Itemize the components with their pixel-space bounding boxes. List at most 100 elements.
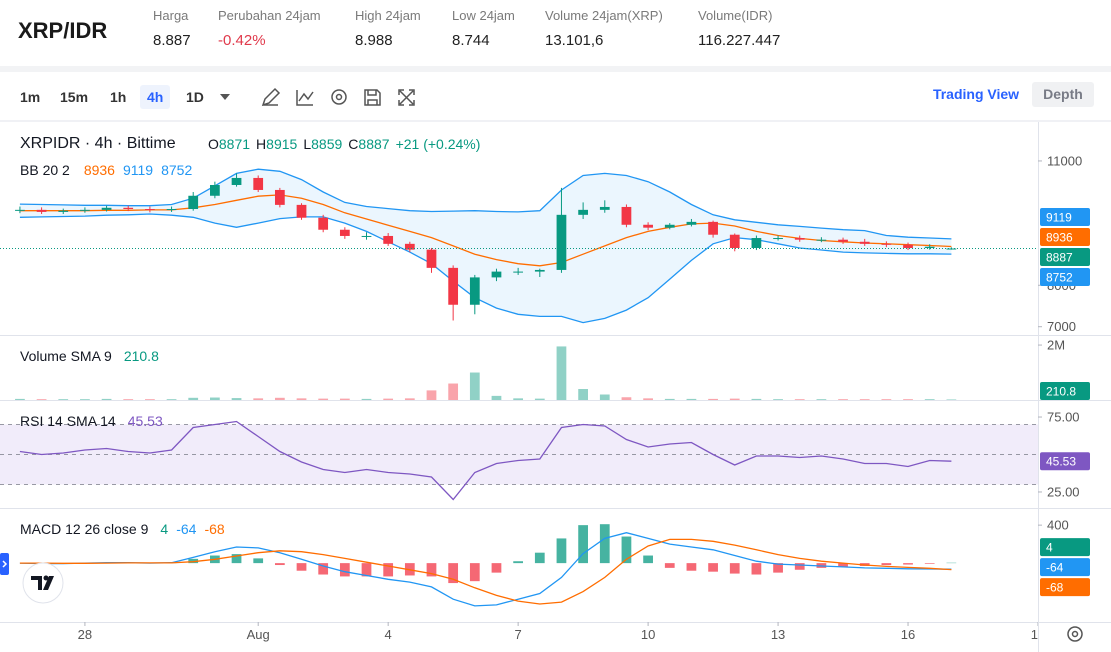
- x-tick-label: 4: [385, 627, 392, 642]
- stat-label: Perubahan 24jam: [218, 8, 321, 23]
- interval-button[interactable]: 15m: [60, 89, 88, 105]
- candle-body: [643, 224, 653, 228]
- volume-bar: [296, 398, 307, 400]
- macd-histogram-bar: [664, 563, 675, 568]
- volume-bar: [383, 398, 394, 400]
- volume-bar: [556, 346, 567, 400]
- legend-item: +21 (+0.24%): [396, 136, 481, 152]
- axis-settings-icon[interactable]: [1067, 626, 1083, 642]
- interval-dropdown[interactable]: [220, 94, 230, 100]
- candle-body: [383, 235, 394, 244]
- volume-bar: [469, 372, 480, 400]
- candle-body: [903, 244, 913, 248]
- volume-bar: [773, 399, 783, 400]
- macd-histogram-bar: [253, 558, 264, 564]
- view-tab[interactable]: Trading View: [933, 86, 1019, 102]
- price-badge: [1040, 208, 1090, 227]
- macd-histogram-bar: [296, 563, 307, 571]
- candle-body: [599, 206, 610, 210]
- x-tick-label: 28: [78, 627, 92, 642]
- macd-histogram-bar: [903, 563, 913, 565]
- macd-histogram-bar: [231, 554, 242, 564]
- macd-histogram-bar: [339, 563, 350, 577]
- macd-histogram-bar: [881, 563, 892, 566]
- macd-histogram-bar: [924, 563, 935, 564]
- indicator-icon[interactable]: [296, 90, 314, 106]
- candle-body: [469, 277, 480, 305]
- drawing-tool-icon[interactable]: [261, 87, 281, 107]
- save-icon[interactable]: [364, 89, 381, 106]
- macd-histogram-bar: [448, 563, 459, 584]
- legend-item: 45.53: [128, 413, 163, 429]
- interval-button[interactable]: 1D: [186, 89, 204, 105]
- candle-body: [729, 234, 740, 248]
- bollinger-lower: [19, 213, 952, 324]
- stat-label: Low 24jam: [452, 8, 515, 23]
- volume-bar: [794, 399, 805, 400]
- candle-body: [58, 210, 69, 212]
- stat-value: -0.42%: [218, 32, 266, 49]
- view-tab-bg: [924, 82, 1028, 107]
- y-tick-label: 7000: [1047, 319, 1076, 334]
- legend-item: RSI 14 SMA 14: [20, 413, 116, 429]
- legend-item: 8871: [219, 136, 250, 152]
- volume-bar: [166, 399, 177, 400]
- y-tick-label: 25.00: [1047, 484, 1080, 499]
- volume-bar: [903, 399, 913, 400]
- indicator-legend: BB 20 2 8936 9119 8752: [20, 162, 192, 178]
- chart-title: XRPIDR · 4h · Bittime: [20, 135, 176, 152]
- interval-button[interactable]: 4h: [147, 89, 163, 105]
- legend-item: MACD 12 26 close 9: [20, 521, 149, 537]
- volume-bar: [729, 398, 740, 400]
- x-tick-label: 7: [515, 627, 522, 642]
- candle-body: [36, 209, 47, 212]
- macd-histogram-bar: [773, 563, 783, 573]
- volume-bar: [686, 398, 697, 400]
- volume-bar: [253, 398, 264, 400]
- stat-value: 116.227.447: [698, 32, 780, 49]
- candle-body: [794, 238, 805, 240]
- volume-bar: [80, 399, 90, 400]
- candle-body: [296, 204, 307, 218]
- candle-body: [274, 189, 285, 205]
- x-tick-label: 10: [641, 627, 655, 642]
- side-panel-toggle[interactable]: [0, 553, 9, 575]
- signal-line: [19, 538, 952, 605]
- legend-item: C: [348, 136, 358, 152]
- candle-body: [859, 241, 870, 244]
- settings-icon[interactable]: [331, 89, 347, 105]
- macd-histogram-bar: [383, 563, 394, 577]
- price-badge: [1040, 268, 1090, 287]
- price-badge-label: -64: [1046, 561, 1064, 575]
- interval-button[interactable]: 1h: [110, 89, 126, 105]
- tradingview-logo[interactable]: [22, 562, 64, 604]
- macd-histogram-bar: [188, 558, 199, 564]
- volume-bar: [274, 397, 285, 400]
- price-badge: [1040, 452, 1090, 471]
- volume-bar: [946, 399, 957, 400]
- legend-item: H: [256, 136, 266, 152]
- volume-bar: [924, 399, 935, 400]
- price-badge-label: 8752: [1046, 271, 1073, 285]
- fullscreen-icon[interactable]: [398, 89, 415, 106]
- candle-body: [210, 184, 220, 196]
- pair-title: XRP/IDR: [18, 18, 107, 43]
- y-tick-label: 2M: [1047, 338, 1065, 353]
- candle-body: [253, 177, 264, 190]
- candle-body: [448, 267, 459, 305]
- bollinger-fill: [19, 169, 952, 323]
- price-badge-label: 8887: [1046, 251, 1073, 265]
- view-tab[interactable]: Depth: [1043, 86, 1083, 102]
- volume-bar: [708, 398, 718, 400]
- volume-bar: [426, 390, 437, 400]
- macd-histogram-bar: [643, 555, 653, 564]
- legend-item: 8887: [358, 136, 389, 152]
- interval-button[interactable]: 1m: [20, 89, 40, 105]
- indicator-legend: O8871 H8915 L8859 C8887 +21 (+0.24%): [208, 136, 480, 152]
- legend-item: BB 20 2: [20, 162, 70, 178]
- volume-bar: [816, 399, 827, 400]
- price-badge: [1040, 538, 1090, 557]
- macd-histogram-bar: [318, 563, 329, 575]
- interval-active-bg: [140, 85, 170, 109]
- macd-histogram-bar: [708, 563, 718, 572]
